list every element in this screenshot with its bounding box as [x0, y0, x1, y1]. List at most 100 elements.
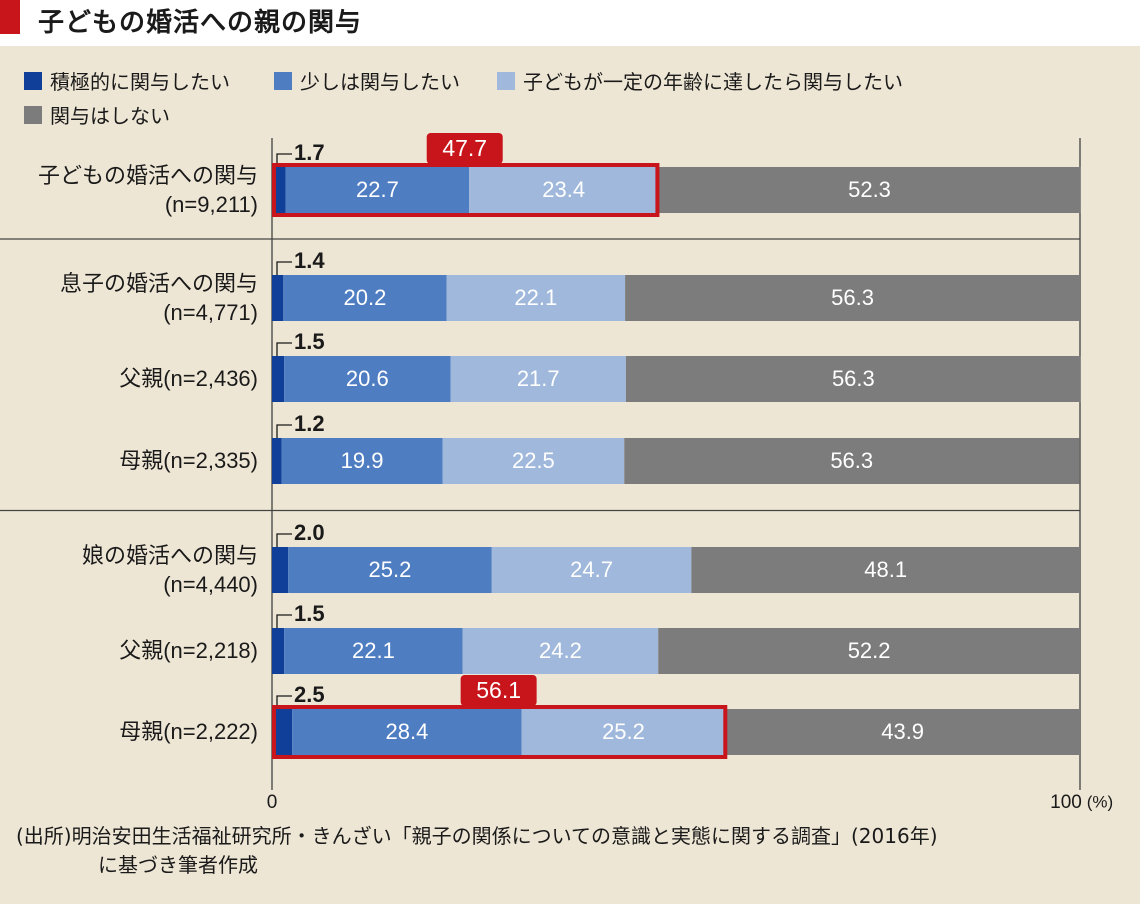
- small-value-label: 1.5: [294, 329, 325, 354]
- small-value-label: 1.5: [294, 601, 325, 626]
- bar-segment: [469, 167, 659, 213]
- bar-value-label: 25.2: [602, 719, 645, 744]
- bar-segment: [283, 275, 447, 321]
- small-value-leader: [276, 153, 292, 167]
- x-unit-label: (%): [1087, 792, 1113, 811]
- bar-value-label: 28.4: [386, 719, 429, 744]
- bar-segment: [284, 628, 463, 674]
- bar-segment: [491, 547, 692, 593]
- bar-value-label: 22.1: [352, 638, 395, 663]
- legend-item-after-age: 子どもが一定の年齢に達したら関与したい: [497, 66, 903, 95]
- category-label: 娘の婚活への関与: [82, 543, 258, 568]
- footnote-line-1: (出所)明治安田生活福祉研究所・きんざい「親子の関係についての意識と実態に関する…: [16, 824, 938, 848]
- bar-segment: [284, 356, 451, 402]
- small-value-leader: [276, 533, 292, 547]
- bar-segment: [272, 547, 289, 593]
- category-label: (n=9,211): [165, 192, 258, 217]
- small-value-leader: [276, 614, 292, 628]
- legend-swatch: [24, 71, 42, 90]
- chart-title: 子どもの婚活への親の関与: [38, 8, 363, 38]
- bar-value-label: 25.2: [369, 557, 412, 582]
- bar-value-label: 24.2: [539, 638, 582, 663]
- small-value-label: 1.4: [294, 248, 325, 273]
- small-value-label: 1.2: [294, 411, 325, 436]
- bar-value-label: 22.5: [512, 448, 555, 473]
- highlight-badge: [460, 675, 537, 706]
- legend-swatch: [24, 105, 42, 124]
- title-bar: 子どもの婚活への親の関与: [0, 0, 1140, 46]
- category-label: (n=4,440): [163, 572, 258, 597]
- bar-value-label: 21.7: [517, 366, 560, 391]
- bar-value-label: 19.9: [341, 448, 384, 473]
- category-label: 息子の婚活への関与: [60, 271, 258, 296]
- bar-segment: [521, 709, 726, 755]
- x-tick-label: 100: [1050, 792, 1082, 813]
- bar-segment: [442, 438, 625, 484]
- x-tick-label: 0: [267, 792, 278, 813]
- bar-value-label: 22.1: [514, 285, 557, 310]
- bar-segment: [272, 275, 284, 321]
- bar-segment: [292, 709, 522, 755]
- bar-segment: [272, 438, 282, 484]
- bar-segment: [462, 628, 659, 674]
- category-label: (n=4,771): [163, 300, 258, 325]
- legend-item-somewhat: 少しは関与したい: [274, 66, 460, 95]
- bar-segment: [658, 167, 1081, 213]
- small-value-label: 1.7: [294, 140, 325, 165]
- bar-segment: [658, 628, 1080, 674]
- highlight-badge-label: 56.1: [476, 677, 521, 703]
- legend-label: 関与はしない: [50, 104, 170, 128]
- bar-segment: [272, 709, 293, 755]
- bar-value-label: 52.3: [848, 177, 891, 202]
- bar-value-label: 56.3: [831, 285, 874, 310]
- small-value-leader: [276, 695, 292, 709]
- bar-value-label: 24.7: [570, 557, 613, 582]
- bar-segment: [450, 356, 626, 402]
- footnote-line-2: に基づき筆者作成: [98, 853, 258, 877]
- source-footnote: (出所)明治安田生活福祉研究所・きんざい「親子の関係についての意識と実態に関する…: [16, 822, 1136, 880]
- bar-value-label: 52.2: [848, 638, 891, 663]
- bar-value-label: 22.7: [356, 177, 399, 202]
- bar-value-label: 23.4: [542, 177, 585, 202]
- bar-value-label: 48.1: [864, 557, 907, 582]
- category-label: 母親(n=2,222): [119, 719, 258, 744]
- small-value-label: 2.0: [294, 520, 325, 545]
- bar-segment: [285, 167, 470, 213]
- small-value-leader: [276, 261, 292, 275]
- bar-segment: [691, 547, 1080, 593]
- bar-segment: [281, 438, 443, 484]
- small-value-leader: [276, 342, 292, 356]
- bar-value-label: 43.9: [881, 719, 924, 744]
- bar-value-label: 56.3: [832, 366, 875, 391]
- legend-item-active: 積極的に関与したい: [24, 66, 230, 95]
- stacked-bar-chart: 22.7 23.4 52.3 1.7 子どもの婚活への関与 (n=9,211) 20.2 22…: [0, 133, 1113, 813]
- category-label: 母親(n=2,335): [119, 448, 258, 473]
- bar-value-label: 20.6: [346, 366, 389, 391]
- legend-item-none: 関与はしない: [24, 100, 170, 129]
- bar-value-label: 56.3: [830, 448, 873, 473]
- small-value-leader: [276, 424, 292, 438]
- category-label: 父親(n=2,218): [119, 638, 258, 663]
- legend-label: 少しは関与したい: [300, 70, 460, 94]
- bar-segment: [725, 709, 1080, 755]
- legend-swatch: [497, 71, 515, 90]
- small-value-label: 2.5: [294, 682, 325, 707]
- title-marker: [0, 0, 20, 34]
- highlight-badge: [426, 133, 503, 164]
- bar-value-label: 20.2: [344, 285, 387, 310]
- legend-label: 積極的に関与したい: [50, 70, 230, 94]
- legend-swatch: [274, 71, 292, 90]
- bar-segment: [272, 356, 285, 402]
- category-label: 子どもの婚活への関与: [38, 163, 258, 188]
- highlight-badge-label: 47.7: [442, 135, 487, 161]
- highlight-box: [272, 163, 660, 217]
- bar-segment: [446, 275, 626, 321]
- bar-segment: [625, 356, 1081, 402]
- highlight-box: [272, 705, 728, 759]
- bar-segment: [288, 547, 492, 593]
- bar-segment: [625, 275, 1080, 321]
- bar-segment: [272, 628, 285, 674]
- legend-label: 子どもが一定の年齢に達したら関与したい: [523, 70, 903, 94]
- category-label: 父親(n=2,436): [119, 366, 258, 391]
- bar-segment: [624, 438, 1080, 484]
